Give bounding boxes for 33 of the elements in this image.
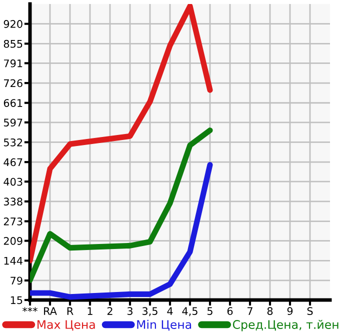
x-tick-label: 5 (207, 307, 212, 316)
y-tick-label: 209 (4, 237, 22, 245)
x-tick-label: *** (22, 307, 38, 312)
y-tick-label: 597 (4, 118, 22, 127)
legend-label: Min Цена (137, 320, 192, 331)
x-tick-label: 7 (248, 307, 252, 315)
y-tick-label: 338 (4, 198, 22, 206)
x-tick-label: 1 (88, 307, 92, 315)
y-tick-label: 791 (4, 59, 22, 68)
y-tick-label: 726 (4, 79, 22, 88)
x-tick-label: 2 (107, 307, 112, 315)
x-tick-label: R (67, 307, 74, 315)
y-tick-label: 403 (4, 178, 22, 186)
x-tick-label: 6 (227, 307, 233, 316)
y-tick-label: 855 (4, 40, 22, 48)
legend-label: Сред.Цена, т.йен (232, 320, 338, 332)
y-tick-label: 467 (4, 158, 22, 166)
y-tick-label: 920 (4, 20, 22, 28)
y-tick-label: 661 (4, 99, 22, 107)
y-tick-label: 532 (4, 138, 22, 146)
x-tick-label: 8 (267, 307, 273, 316)
y-tick-label: 15 (10, 296, 22, 304)
x-tick-label: 9 (287, 307, 293, 316)
x-tick-label: 4 (167, 307, 173, 315)
x-tick-label: 3,5 (142, 307, 158, 316)
x-tick-label: 4,5 (182, 307, 198, 316)
y-tick-label: 273 (4, 217, 22, 226)
y-tick-label: 144 (4, 257, 22, 265)
legend-label: Max Цена (38, 320, 95, 331)
x-tick-label: RA (44, 307, 57, 315)
x-tick-label: 3 (127, 307, 132, 316)
x-tick-label: S (307, 307, 313, 316)
y-tick-label: 79 (10, 276, 22, 285)
